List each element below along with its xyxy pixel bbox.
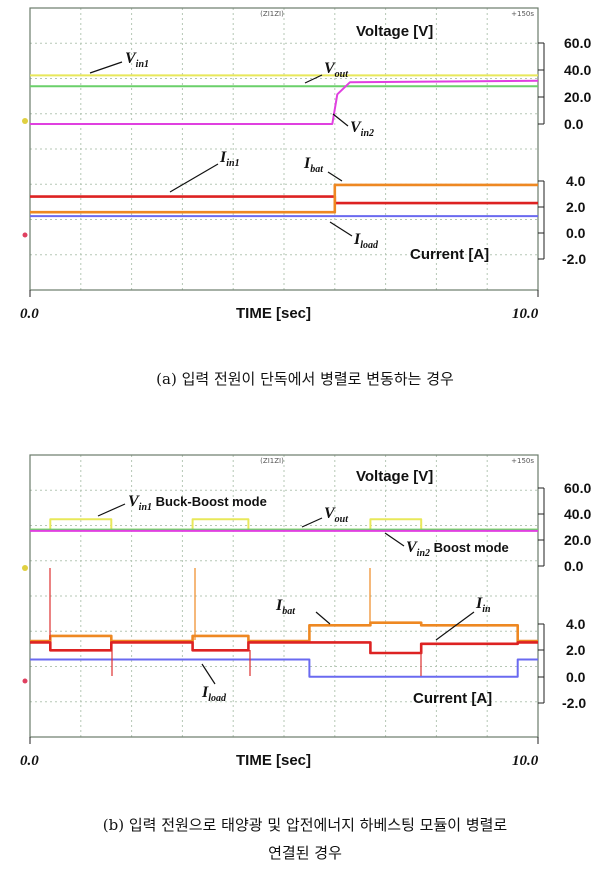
- annotation-arrow: [384, 532, 405, 547]
- annotation-label: Iload: [353, 231, 379, 251]
- panel-b-top-label: (ZI1ZI): [260, 457, 284, 465]
- annotation-arrow: [327, 171, 343, 182]
- panel-a-x-tick-label: 10.0: [512, 306, 539, 322]
- panel-b-current-marker: [22, 678, 28, 684]
- annotation-arrow: [169, 163, 219, 193]
- panel-a-voltage-title: Voltage [V]: [356, 23, 433, 40]
- annotation-label: Iload: [201, 684, 227, 704]
- series-line-ibat: [30, 621, 538, 643]
- caption-a: (a) 입력 전원이 단독에서 병렬로 변동하는 경우: [156, 370, 454, 388]
- panel-b-corner-label: +150s: [511, 457, 534, 465]
- panel-a-grid: [30, 8, 538, 290]
- annotation-arrow: [201, 663, 216, 685]
- panel-a-current-tick-label: 0.0: [566, 225, 586, 241]
- panel-a-voltage-tick-label: 60.0: [564, 35, 591, 51]
- panel-b-annotations: Vin1 Buck-Boost mode Vout Vin2 Boost mod…: [97, 493, 509, 704]
- series-line-vin2: [30, 79, 539, 125]
- annotation-arrow: [97, 503, 126, 517]
- annotation-label: Vin1 Buck-Boost mode: [128, 493, 267, 513]
- panel-b-grid: [30, 455, 538, 737]
- annotation-arrow: [329, 221, 353, 237]
- panel-b-voltage-tick-label: 60.0: [564, 480, 591, 496]
- panel-a-annotations: Vin1 Vout Vin2 Iin1 Ibat Iload: [89, 50, 379, 251]
- panel-a-top-label: (ZI1ZI): [260, 10, 284, 18]
- panel-a-current-tick-label: 2.0: [566, 199, 586, 215]
- series-line-vin1: [30, 518, 538, 531]
- panel-b-current-title: Current [A]: [413, 690, 492, 707]
- panel-a-current-marker: [22, 232, 28, 238]
- panel-b: (ZI1ZI) +150s Voltage [V] Current [A] 60…: [20, 454, 591, 769]
- annotation-arrow: [315, 611, 331, 625]
- panel-a-x-axis-label: TIME [sec]: [236, 305, 311, 322]
- annotation-label: Ibat: [275, 597, 296, 617]
- panel-b-voltage-title: Voltage [V]: [356, 468, 433, 485]
- annotation-arrow: [301, 517, 323, 528]
- annotation-label: Vout: [324, 60, 349, 80]
- panel-a-voltage-marker: [22, 118, 28, 124]
- annotation-label: Iin1: [219, 149, 240, 169]
- annotation-label: Vin1: [125, 50, 149, 70]
- panel-b-frame: [29, 454, 539, 738]
- panel-a-x-tick-label: 0.0: [20, 306, 39, 322]
- panel-b-current-tick-label: 4.0: [566, 616, 586, 632]
- caption-b-line1: (b) 입력 전원으로 태양광 및 압전에너지 하베스팅 모듈이 병렬로: [102, 816, 508, 834]
- annotation-label: Vout: [324, 505, 349, 525]
- panel-a-series: [30, 74, 539, 218]
- panel-a-current-title: Current [A]: [410, 246, 489, 263]
- panel-b-spikes: [49, 568, 422, 676]
- panel-b-x-axis-label: TIME [sec]: [236, 752, 311, 769]
- panel-b-voltage-tick-label: 20.0: [564, 532, 591, 548]
- annotation-arrow: [89, 61, 123, 74]
- panel-a-frame: [29, 7, 539, 291]
- caption-b-line2: 연결된 경우: [268, 844, 342, 862]
- panel-a-current-tick-label: 4.0: [566, 173, 586, 189]
- series-line-iin: [30, 641, 538, 655]
- panel-b-voltage-marker: [22, 565, 28, 571]
- annotation-arrow: [332, 113, 349, 127]
- panel-a: (ZI1ZI) +150s Voltage [V] Current [A] 60…: [20, 7, 591, 322]
- panel-a-voltage-tick-label: 0.0: [564, 116, 584, 132]
- panel-b-x-tick-label: 10.0: [512, 753, 539, 769]
- panel-a-voltage-tick-label: 40.0: [564, 62, 591, 78]
- annotation-label: Ibat: [303, 155, 324, 175]
- panel-b-current-tick-label: 0.0: [566, 669, 586, 685]
- annotation-arrow: [435, 611, 475, 641]
- panel-b-current-tick-label: -2.0: [562, 695, 586, 711]
- panel-a-voltage-tick-label: 20.0: [564, 89, 591, 105]
- panel-b-series: [30, 518, 538, 678]
- annotation-label: Iin: [475, 595, 491, 615]
- annotation-arrow: [304, 74, 323, 84]
- panel-a-corner-label: +150s: [511, 10, 534, 18]
- panel-b-x-tick-label: 0.0: [20, 753, 39, 769]
- panel-b-current-tick-label: 2.0: [566, 642, 586, 658]
- annotation-label: Vin2 Boost mode: [406, 539, 509, 559]
- panel-b-voltage-tick-label: 0.0: [564, 558, 584, 574]
- series-line-ibat: [30, 183, 538, 214]
- panel-a-current-tick-label: -2.0: [562, 251, 586, 267]
- annotation-label: Vin2: [350, 119, 374, 139]
- series-line-iload: [30, 658, 538, 678]
- panel-b-voltage-tick-label: 40.0: [564, 506, 591, 522]
